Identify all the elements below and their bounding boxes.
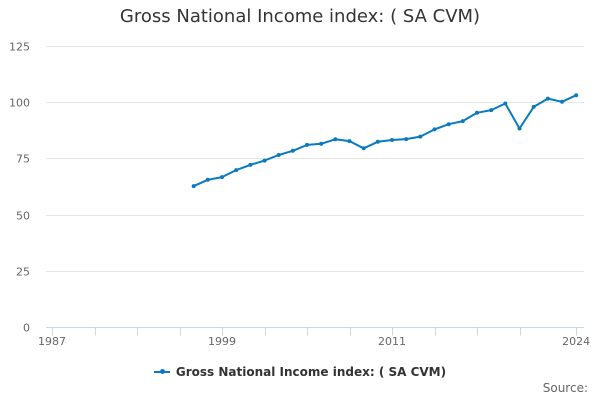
data-point-marker[interactable] — [560, 99, 564, 104]
data-point-marker[interactable] — [375, 139, 380, 144]
y-tick-label: 75 — [16, 153, 30, 166]
data-point-marker[interactable] — [333, 137, 338, 142]
data-point-marker[interactable] — [517, 126, 522, 131]
data-point-marker[interactable] — [404, 137, 409, 142]
x-axis-labels: 1987 1999 2011 2024 — [38, 335, 590, 348]
y-gridlines — [46, 46, 584, 272]
x-axis — [46, 327, 584, 336]
data-point-marker[interactable] — [531, 104, 536, 109]
data-point-marker[interactable] — [574, 93, 579, 98]
data-point-marker[interactable] — [347, 139, 352, 144]
data-point-marker[interactable] — [503, 101, 508, 106]
data-point-marker[interactable] — [390, 138, 394, 142]
y-tick-label: 125 — [9, 41, 30, 54]
data-point-marker[interactable] — [305, 142, 309, 147]
y-tick-label: 50 — [16, 210, 30, 223]
y-tick-label: 0 — [23, 322, 30, 335]
x-tick-label: 2024 — [562, 335, 590, 348]
data-point-marker[interactable] — [205, 177, 210, 182]
data-point-marker[interactable] — [319, 141, 324, 146]
x-tick-label: 1987 — [38, 335, 66, 348]
data-point-marker[interactable] — [460, 119, 465, 124]
data-point-marker[interactable] — [191, 184, 196, 189]
y-axis-labels: 0 25 50 75 100 125 — [9, 41, 30, 335]
x-tick-label: 2011 — [378, 335, 406, 348]
data-point-marker[interactable] — [446, 122, 451, 127]
legend-line-marker-icon — [153, 366, 170, 378]
y-tick-label: 25 — [16, 266, 30, 279]
data-point-marker[interactable] — [475, 110, 479, 115]
data-point-marker[interactable] — [234, 168, 239, 173]
data-point-marker[interactable] — [432, 127, 437, 132]
data-series[interactable] — [191, 93, 579, 189]
x-tick-label: 1999 — [208, 335, 236, 348]
data-point-marker[interactable] — [262, 158, 267, 163]
data-point-marker[interactable] — [276, 153, 281, 157]
data-point-marker[interactable] — [220, 175, 224, 180]
y-tick-label: 100 — [9, 97, 30, 110]
series-line[interactable] — [192, 94, 578, 188]
data-point-marker[interactable] — [290, 148, 295, 153]
data-point-marker[interactable] — [248, 162, 253, 167]
legend[interactable]: Gross National Income index: ( SA CVM) — [0, 365, 600, 379]
data-point-marker[interactable] — [489, 108, 494, 113]
data-point-marker[interactable] — [545, 96, 550, 101]
data-point-marker[interactable] — [418, 134, 423, 139]
legend-item-label[interactable]: Gross National Income index: ( SA CVM) — [175, 365, 447, 379]
source-label: Source: — [542, 381, 588, 395]
data-point-marker[interactable] — [361, 146, 366, 151]
chart-title: Gross National Income index: ( SA CVM) — [119, 6, 481, 27]
